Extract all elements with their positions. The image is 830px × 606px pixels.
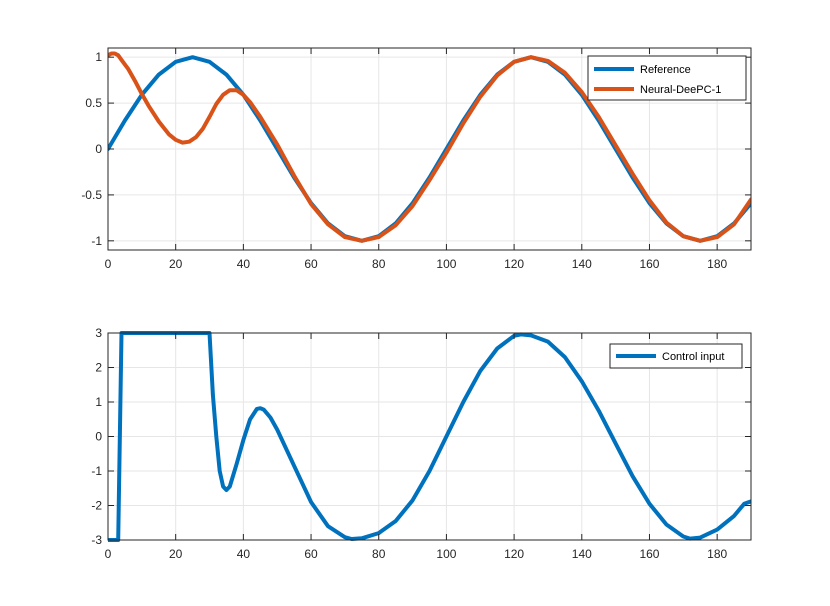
x-tick-label: 0: [105, 257, 112, 271]
y-tick-label: 0.5: [85, 96, 102, 110]
series-line-neural-deepc-1: [108, 51, 751, 243]
y-tick-label: 0: [95, 430, 102, 444]
series-line-control-input: [108, 331, 751, 542]
x-tick-label: 20: [169, 547, 183, 561]
y-tick-label: 0: [95, 142, 102, 156]
y-tick-label: -1: [91, 464, 102, 478]
subplot-bottom: 0 20 40 60 80 100 120 140 160 180 -3 -2 -1 0 1 2 3 Cont…: [91, 326, 752, 561]
x-tick-label: 20: [169, 257, 183, 271]
x-tick-label: 80: [372, 257, 386, 271]
x-tick-label: 180: [707, 547, 727, 561]
y-tick-label: -1: [91, 234, 102, 248]
y-tick-label: 3: [95, 326, 102, 340]
y-tick-label: -2: [91, 499, 102, 513]
x-tick-label: 180: [707, 257, 727, 271]
x-tick-label: 120: [504, 257, 524, 271]
y-tick-label: 2: [95, 361, 102, 375]
tick-marks-top: [107, 48, 751, 250]
x-tick-label: 40: [237, 547, 251, 561]
x-tick-label: 60: [304, 547, 318, 561]
legend-label-neural-deepc: Neural-DeePC-1: [640, 84, 721, 96]
grid-top: [107, 48, 751, 250]
series-group-top: [108, 51, 751, 243]
x-tick-label: 140: [572, 257, 592, 271]
x-tick-label: 60: [304, 257, 318, 271]
x-tick-label: 100: [436, 547, 456, 561]
legend-label-reference: Reference: [640, 64, 691, 76]
subplot-top: 0 20 40 60 80 100 120 140 160 180 -1 -0.5 0 0.5 1 Ref…: [81, 47, 752, 271]
x-tick-labels-top: 0 20 40 60 80 100 120 140 160 180: [105, 257, 728, 271]
x-tick-label: 0: [105, 547, 112, 561]
legend-top: Reference Neural-DeePC-1: [587, 55, 747, 101]
x-tick-label: 160: [639, 257, 659, 271]
x-tick-label: 140: [572, 547, 592, 561]
y-tick-label: 1: [95, 50, 102, 64]
series-group-bottom: [108, 331, 751, 542]
x-tick-label: 100: [436, 257, 456, 271]
legend-box-top: [587, 55, 747, 101]
x-tick-labels-bottom: 0 20 40 60 80 100 120 140 160 180: [105, 547, 728, 561]
x-tick-label: 40: [237, 257, 251, 271]
y-tick-labels-top: -1 -0.5 0 0.5 1: [81, 50, 102, 248]
x-tick-label: 160: [639, 547, 659, 561]
y-tick-labels-bottom: -3 -2 -1 0 1 2 3: [91, 326, 102, 547]
tick-marks-bottom: [107, 332, 751, 541]
y-tick-label: -3: [91, 533, 102, 547]
y-tick-label: -0.5: [81, 188, 102, 202]
y-tick-label: 1: [95, 395, 102, 409]
legend-bottom: Control input: [609, 343, 743, 369]
legend-label-control-input: Control input: [662, 351, 724, 363]
x-tick-label: 120: [504, 547, 524, 561]
x-tick-label: 80: [372, 547, 386, 561]
